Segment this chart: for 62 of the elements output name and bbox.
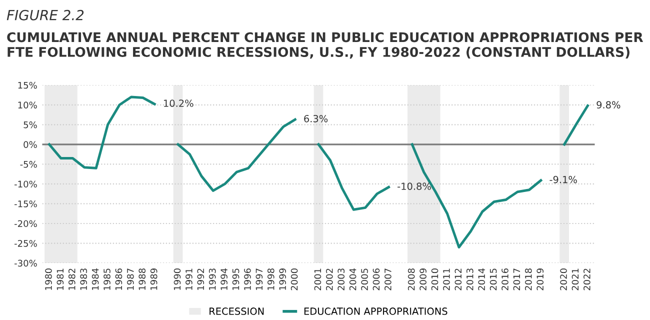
x-tick-label: 2007	[384, 268, 392, 290]
x-tick-label: 2017	[513, 268, 520, 290]
x-tick-label: 1983	[80, 268, 88, 290]
x-tick-label: 1990	[174, 268, 181, 290]
y-tick-label: -5%	[20, 160, 37, 168]
x-tick-label: 1995	[232, 268, 240, 290]
chart-subtitle: CUMULATIVE ANNUAL PERCENT CHANGE IN PUBLIC EDUCATION APPROPRIATIONS PER FTE FOLLOWING ECONOMIC RECESSIONS, U.S., FY 1980-2022 (CONSTANT DOLLARS)	[7, 32, 644, 59]
y-tick-label: -15%	[14, 200, 37, 208]
x-tick-label: 1997	[256, 268, 263, 290]
y-tick-label: 5%	[24, 121, 37, 128]
x-tick-label: 2015	[490, 268, 497, 290]
x-tick-label: 1986	[115, 268, 122, 290]
y-tick-label: 15%	[18, 82, 37, 89]
x-tick-label: 2019	[536, 268, 544, 290]
x-tick-label: 2008	[408, 268, 415, 290]
x-tick-label: 1996	[244, 268, 251, 290]
y-tick-label: 0%	[24, 141, 37, 148]
y-tick-label: 10%	[18, 102, 37, 108]
x-tick-label: 2001	[314, 268, 322, 290]
x-tick-label: 1987	[127, 268, 134, 290]
x-tick-label: 2022	[584, 268, 590, 290]
x-tick-label: 2002	[326, 268, 333, 290]
x-tick-label: 1989	[150, 268, 158, 290]
data-label: 9.8%	[596, 101, 620, 108]
x-tick-label: 2020	[560, 268, 567, 290]
x-tick-label: 1981	[56, 268, 64, 290]
x-tick-label: 2014	[478, 268, 485, 290]
x-tick-label: 1998	[267, 268, 274, 290]
x-tick-label: 2004	[349, 268, 356, 290]
x-tick-label: 1980	[45, 268, 52, 290]
data-label: 10.2%	[164, 100, 194, 107]
x-tick-label: 2016	[502, 268, 508, 290]
data-label: -10.8%	[398, 182, 431, 190]
x-tick-label: 2013	[466, 268, 474, 290]
x-tick-label: 2018	[524, 268, 532, 290]
x-tick-label: 1993	[208, 268, 216, 290]
y-tick-label: -20%	[14, 220, 37, 228]
x-tick-label: 2011	[443, 268, 450, 290]
x-tick-label: 1994	[220, 268, 228, 290]
data-label: 6.3%	[304, 114, 328, 122]
x-tick-label: 1988	[138, 268, 146, 290]
x-tick-label: 2000	[290, 268, 298, 290]
x-tick-label: 1984	[92, 268, 99, 290]
x-tick-label: 1992	[197, 268, 204, 290]
x-tick-label: 1991	[186, 268, 192, 290]
chart-title: FIGURE 2.2	[6, 10, 84, 20]
x-tick-label: 2021	[572, 268, 579, 290]
x-tick-label: 1982	[68, 268, 76, 290]
x-tick-label: 1985	[104, 268, 110, 290]
x-tick-label: 2005	[361, 268, 368, 290]
x-tick-label: 1999	[279, 268, 286, 290]
x-tick-label: 2009	[420, 268, 426, 290]
x-tick-label: 2006	[372, 268, 380, 290]
data-label: -9.1%	[550, 176, 577, 184]
x-tick-label: 2003	[338, 268, 345, 290]
x-tick-label: 2012	[454, 268, 462, 290]
legend-label: RECESSION	[210, 308, 264, 315]
legend-label: EDUCATION APPROPRIATIONS	[304, 308, 448, 315]
y-tick-label: -30%	[14, 260, 37, 267]
x-tick-label: 2010	[431, 268, 438, 290]
y-tick-label: -10%	[14, 180, 37, 188]
y-tick-label: -25%	[14, 240, 37, 247]
